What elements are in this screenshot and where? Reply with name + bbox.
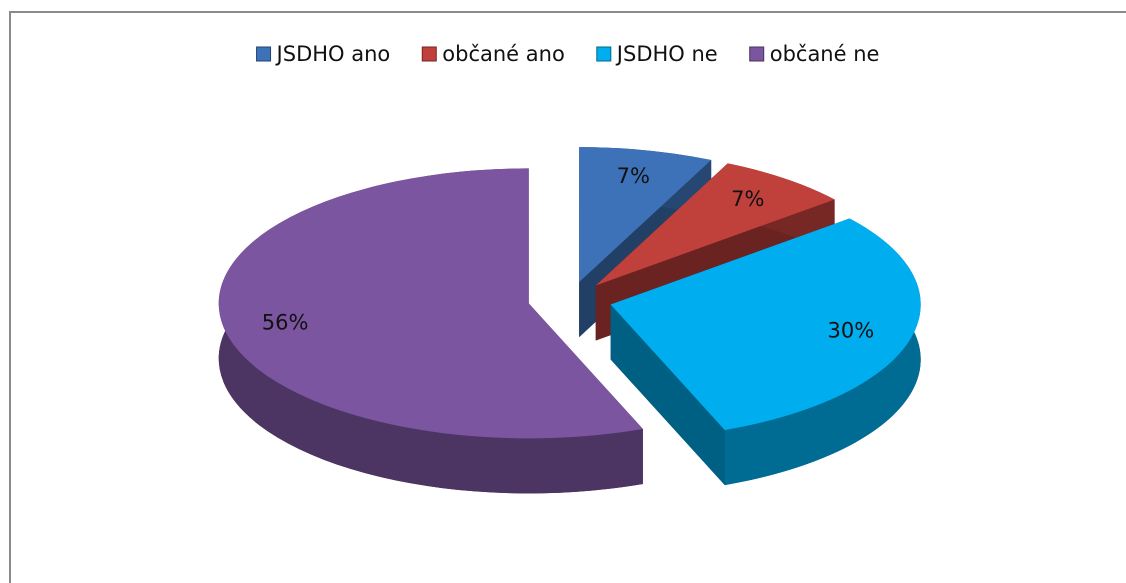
legend-swatch xyxy=(596,46,612,62)
legend-swatch xyxy=(256,46,272,62)
data-label: 56% xyxy=(262,311,309,335)
data-label: 7% xyxy=(731,187,764,211)
legend: JSDHO ano občané ano JSDHO ne občané ne xyxy=(256,42,880,66)
legend-label: občané ano xyxy=(442,42,565,66)
legend-swatch xyxy=(421,46,437,62)
legend-label: JSDHO ano xyxy=(275,42,391,66)
legend-label: JSDHO ne xyxy=(615,42,718,66)
slice xyxy=(579,147,712,283)
slice xyxy=(610,218,921,431)
data-label: 30% xyxy=(828,318,875,342)
slice xyxy=(218,168,643,439)
chart-frame xyxy=(9,11,1126,583)
legend-swatch xyxy=(749,46,765,62)
slice-cut-wall xyxy=(610,304,725,486)
data-label: 7% xyxy=(617,164,650,188)
slice xyxy=(595,163,835,286)
legend-label: občané ne xyxy=(770,42,880,66)
